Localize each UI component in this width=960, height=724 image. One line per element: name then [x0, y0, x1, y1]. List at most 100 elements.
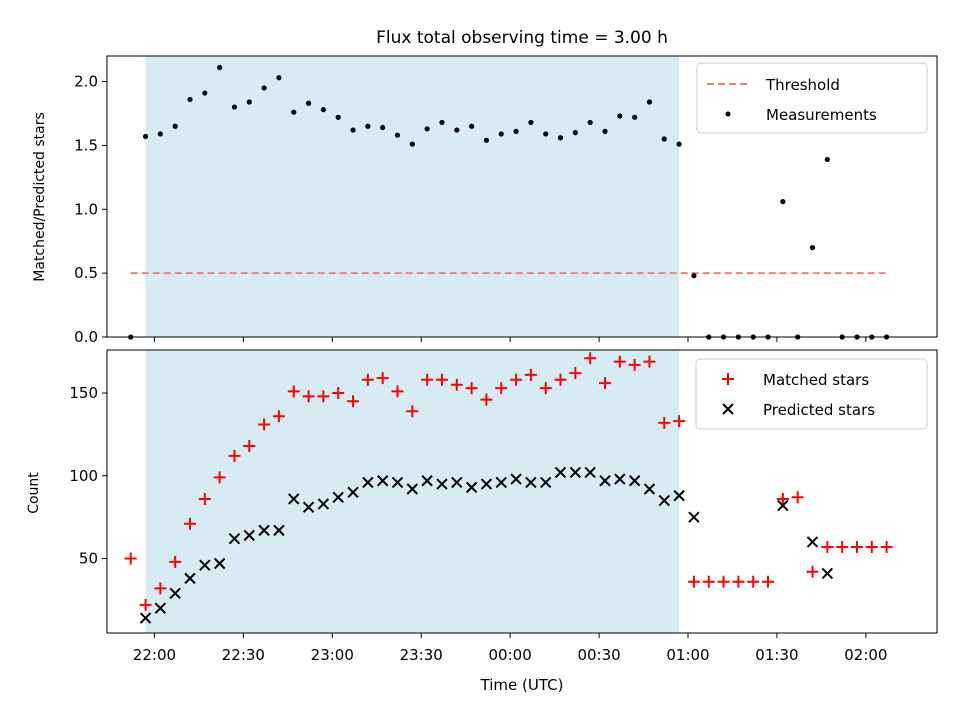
top-y-axis-label: Matched/Predicted stars — [32, 112, 48, 282]
predicted-star-point — [184, 572, 196, 585]
matched-star-point — [850, 540, 863, 553]
matched-star-point — [154, 582, 167, 595]
matched-star-point — [272, 410, 285, 423]
x-tick-label: 23:30 — [400, 646, 443, 664]
bottom-observing-window — [145, 350, 680, 633]
matched-star-point — [628, 358, 641, 371]
predicted-star-point — [643, 483, 656, 495]
matched-star-point — [791, 491, 804, 504]
measurement-point — [380, 124, 386, 131]
predicted-star-point — [317, 498, 330, 510]
matched-star-point — [510, 373, 523, 386]
predicted-star-point — [288, 493, 300, 505]
x-tick-label: 22:30 — [222, 646, 265, 664]
matched-star-point — [599, 377, 611, 390]
measurement-point — [350, 127, 356, 133]
matched-star-point — [406, 405, 419, 418]
y-tick-label: 2.0 — [74, 73, 98, 91]
measurement-point — [231, 104, 238, 110]
measurement-points — [128, 64, 890, 340]
measurement-point — [780, 199, 786, 205]
legend-measurement-label: Measurements — [766, 106, 877, 124]
measurement-point — [513, 128, 519, 134]
y-tick-label: 150 — [69, 384, 98, 402]
matched-star-point — [169, 555, 182, 568]
measurement-point — [439, 119, 445, 126]
matched-star-point — [702, 575, 715, 588]
matched-star-point — [258, 418, 271, 431]
predicted-star-point — [213, 557, 226, 570]
predicted-star-point — [302, 501, 315, 513]
predicted-star-point — [495, 476, 507, 489]
measurement-point — [676, 141, 682, 147]
predicted-star-point — [332, 491, 344, 503]
bottom-panel: 50 100 150 22:00 22:30 23:00 23:30 00:00 00:30 0… — [26, 349, 938, 694]
measurement-point — [172, 123, 178, 129]
matched-star-point — [421, 373, 434, 386]
top-legend-box — [696, 62, 928, 134]
predicted-star-point — [554, 466, 567, 479]
matched-star-point — [139, 598, 152, 611]
matched-star-point — [539, 382, 552, 395]
measurement-point — [646, 99, 653, 105]
measurement-point — [528, 119, 534, 126]
top-y-ticks: 0.0 0.5 1.0 1.5 2.0 — [74, 73, 107, 346]
predicted-star-point — [258, 524, 270, 537]
predicted-star-point — [199, 559, 211, 571]
top-observing-window — [145, 56, 680, 337]
measurement-point — [202, 90, 208, 96]
matched-star-point — [495, 382, 508, 395]
measurement-point — [394, 132, 401, 138]
matched-star-point — [687, 575, 700, 588]
matched-star-point — [450, 378, 463, 391]
predicted-star-point — [376, 475, 389, 487]
measurement-point — [691, 273, 697, 279]
x-axis-label: Time (UTC) — [480, 676, 564, 694]
matched-star-point — [124, 552, 137, 565]
predicted-star-point — [599, 475, 611, 487]
legend-predicted-swatch — [722, 403, 734, 415]
measurement-point — [305, 100, 312, 106]
measurement-point — [261, 85, 267, 91]
predicted-star-point — [510, 473, 522, 485]
predicted-star-point — [451, 476, 463, 489]
bottom-x-ticks: 22:00 22:30 23:00 23:30 00:00 00:30 01:00 01:30… — [133, 633, 887, 664]
matched-star-point — [376, 372, 389, 385]
matched-star-point — [732, 575, 745, 588]
predicted-star-point — [540, 476, 552, 489]
predicted-star-point — [139, 612, 152, 624]
predicted-star-point — [228, 532, 241, 545]
matched-star-point — [613, 355, 626, 368]
x-tick-label: 22:00 — [133, 646, 176, 664]
legend-threshold-label: Threshold — [765, 76, 840, 94]
predicted-star-point — [614, 473, 626, 485]
predicted-star-point — [362, 476, 374, 489]
matched-star-point — [658, 416, 671, 429]
top-x-ticks — [153, 337, 867, 342]
predicted-star-point — [673, 489, 685, 502]
matched-star-point — [776, 492, 789, 505]
predicted-star-point — [391, 476, 404, 489]
predicted-star-point — [154, 602, 167, 614]
measurement-point — [424, 126, 430, 132]
measurement-point — [291, 109, 297, 115]
measurement-point — [320, 107, 326, 113]
measurement-point — [632, 114, 638, 120]
predicted-star-point — [465, 481, 478, 494]
x-tick-label: 23:00 — [311, 646, 354, 664]
measurement-point — [365, 123, 371, 129]
y-tick-label: 0.5 — [74, 264, 98, 282]
predicted-star-point — [688, 511, 700, 523]
predicted-star-point — [347, 486, 359, 499]
x-tick-label: 01:00 — [666, 646, 709, 664]
predicted-star-point — [658, 494, 670, 507]
matched-star-point — [361, 373, 374, 386]
matched-star-point — [880, 540, 893, 553]
matched-star-point — [762, 575, 775, 588]
predicted-star-point — [821, 567, 834, 580]
x-tick-label: 00:30 — [577, 646, 620, 664]
y-tick-label: 1.5 — [74, 136, 98, 154]
measurement-point — [557, 135, 564, 141]
top-axes-frame — [106, 55, 938, 338]
